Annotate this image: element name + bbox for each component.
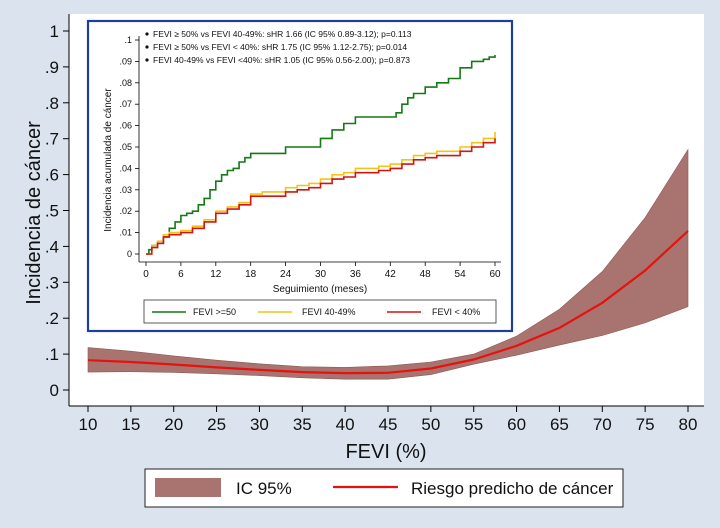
annotation-bullet bbox=[145, 58, 149, 62]
legend-ci-label: IC 95% bbox=[236, 479, 292, 498]
inset-x-tick-label: 30 bbox=[315, 269, 327, 280]
inset-x-tick-label: 18 bbox=[245, 269, 257, 280]
y-tick-label: .8 bbox=[45, 94, 59, 113]
x-tick-label: 10 bbox=[79, 415, 98, 434]
inset-x-tick-label: 48 bbox=[420, 269, 432, 280]
inset-y-tick-label: .02 bbox=[119, 206, 132, 216]
legend-risk-label: Riesgo predicho de cáncer bbox=[411, 479, 614, 498]
x-tick-label: 25 bbox=[207, 415, 226, 434]
y-axis-title: Incidencia de cáncer bbox=[23, 121, 45, 305]
x-tick-label: 60 bbox=[507, 415, 526, 434]
legend-ci-swatch bbox=[155, 478, 221, 497]
inset-x-tick-label: 6 bbox=[178, 269, 184, 280]
x-axis-title: FEVI (%) bbox=[345, 441, 426, 463]
inset-line-fevi-lt40 bbox=[146, 138, 496, 255]
inset-annotation: FEVI ≥ 50% vs FEVI < 40%: sHR 1.75 (IC 9… bbox=[153, 42, 407, 52]
inset-y-tick-label: .04 bbox=[119, 163, 132, 173]
x-tick-label: 75 bbox=[636, 415, 655, 434]
inset-y-tick-label: .1 bbox=[124, 35, 132, 45]
legend-fevi-lt40-label: FEVI < 40% bbox=[432, 307, 480, 317]
y-tick-label: .4 bbox=[45, 237, 59, 256]
legend-fevi-ge50-label: FEVI >=50 bbox=[193, 307, 236, 317]
x-tick-label: 50 bbox=[421, 415, 440, 434]
inset-legend bbox=[143, 299, 497, 324]
x-tick-label: 45 bbox=[379, 415, 398, 434]
inset-y-tick-label: .09 bbox=[119, 56, 132, 66]
inset-x-tick-label: 42 bbox=[385, 269, 397, 280]
inset-y-tick-label: .01 bbox=[119, 228, 132, 238]
inset-y-tick-label: .07 bbox=[119, 99, 132, 109]
inset-y-tick-label: .06 bbox=[119, 121, 132, 131]
x-tick-label: 30 bbox=[250, 415, 269, 434]
inset-x-tick-label: 54 bbox=[455, 269, 467, 280]
inset-frame bbox=[86, 19, 514, 333]
inset-annotation: FEVI ≥ 50% vs FEVI 40-49%: sHR 1.66 (IC … bbox=[153, 29, 412, 39]
y-tick-label: .1 bbox=[45, 345, 59, 364]
x-tick-label: 80 bbox=[679, 415, 698, 434]
x-tick-label: 35 bbox=[293, 415, 312, 434]
inset-y-axis-title: Incidencia acumulada de cáncer bbox=[103, 88, 114, 232]
y-tick-label: .7 bbox=[45, 130, 59, 149]
y-tick-label: .5 bbox=[45, 202, 59, 221]
inset-y-tick-label: .08 bbox=[119, 78, 132, 88]
inset-y-tick-label: .05 bbox=[119, 142, 132, 152]
x-tick-label: 40 bbox=[336, 415, 355, 434]
inset-x-tick-label: 60 bbox=[489, 269, 501, 280]
y-tick-label: .2 bbox=[45, 309, 59, 328]
y-tick-label: 1 bbox=[50, 22, 59, 41]
x-tick-label: 20 bbox=[164, 415, 183, 434]
inset-annotation: FEVI 40-49% vs FEVI <40%: sHR 1.05 (IC 9… bbox=[153, 55, 410, 65]
y-tick-label: 0 bbox=[50, 381, 59, 400]
inset-x-tick-label: 36 bbox=[350, 269, 362, 280]
risk-line bbox=[87, 230, 689, 375]
x-tick-label: 15 bbox=[121, 415, 140, 434]
y-tick-label: .9 bbox=[45, 58, 59, 77]
inset-line-fevi-ge50 bbox=[146, 55, 496, 255]
x-tick-label: 55 bbox=[464, 415, 483, 434]
inset-x-tick-label: 12 bbox=[210, 269, 222, 280]
inset-y-tick-label: .03 bbox=[119, 185, 132, 195]
annotation-bullet bbox=[145, 45, 149, 49]
inset-x-axis-title: Seguimiento (meses) bbox=[273, 284, 367, 295]
legend-fevi-40-49-label: FEVI 40-49% bbox=[302, 307, 356, 317]
ci-band bbox=[87, 148, 689, 380]
inset-x-tick-label: 0 bbox=[143, 269, 149, 280]
y-tick-label: .3 bbox=[45, 273, 59, 292]
inset-y-tick-label: 0 bbox=[127, 249, 132, 259]
inset-line-fevi-40-49 bbox=[146, 132, 496, 255]
y-tick-label: .6 bbox=[45, 166, 59, 185]
x-tick-label: 65 bbox=[550, 415, 569, 434]
annotation-bullet bbox=[145, 32, 149, 36]
inset-x-tick-label: 24 bbox=[280, 269, 292, 280]
x-tick-label: 70 bbox=[593, 415, 612, 434]
